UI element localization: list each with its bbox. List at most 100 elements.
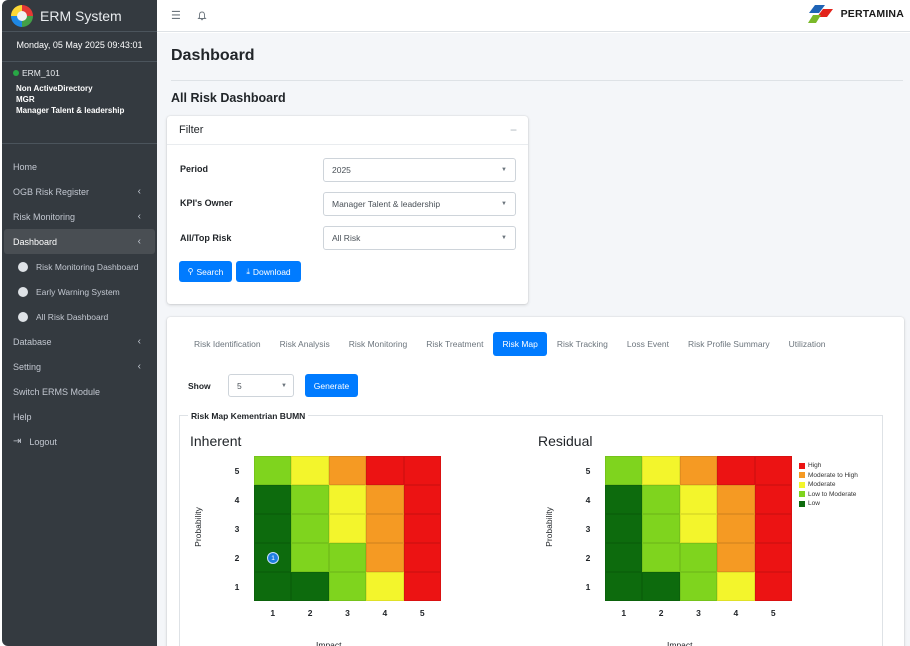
circle-icon xyxy=(18,286,28,297)
sidebar-item-ogb-risk-register[interactable]: OGB Risk Register ‹ xyxy=(4,179,155,204)
heatmap-cell-p2-i2 xyxy=(291,543,329,572)
collapse-minus-icon[interactable]: − xyxy=(509,123,517,137)
tab-risk-map[interactable]: Risk Map xyxy=(493,332,547,356)
title-divider xyxy=(171,80,903,81)
heatmap-cell-p5-i4 xyxy=(717,456,755,485)
tab-risk-analysis[interactable]: Risk Analysis xyxy=(279,339,330,349)
heatmap-cell-p2-i4 xyxy=(366,543,404,572)
sidebar-subitem-early-warning-system[interactable]: Early Warning System xyxy=(4,279,155,304)
filter-card-header: Filter − xyxy=(167,116,528,145)
circle-icon xyxy=(18,311,28,322)
heatmap-cell-p3-i1 xyxy=(605,514,643,543)
heatmap-cell-p4-i4 xyxy=(717,485,755,514)
user-auth-type: Non ActiveDirectory xyxy=(16,84,93,93)
kpi-owner-select[interactable]: Manager Talent & leadership ▼ xyxy=(323,192,516,216)
page-title: Dashboard xyxy=(171,47,255,64)
pertamina-logo-icon xyxy=(807,5,833,23)
risk-map-fieldset-title: Risk Map Kementrian BUMN xyxy=(188,411,309,421)
legend-swatch xyxy=(799,491,805,498)
erm-logo-icon xyxy=(11,4,33,27)
sidebar-item-switch-erms-module[interactable]: Switch ERMS Module xyxy=(4,379,155,404)
y-tick-label: 2 xyxy=(234,552,240,563)
x-tick-label: 5 xyxy=(419,608,425,618)
bell-icon[interactable] xyxy=(197,11,207,21)
chevron-left-icon: ‹ xyxy=(137,361,141,372)
sidebar-item-dashboard[interactable]: Dashboard ‹ xyxy=(4,229,155,254)
sidebar-item-risk-monitoring[interactable]: Risk Monitoring ‹ xyxy=(4,204,155,229)
heatmap-cell-p4-i2 xyxy=(642,485,680,514)
legend-label: Low xyxy=(808,500,820,508)
heatmap-cell-p4-i2 xyxy=(291,485,329,514)
risk-count-marker[interactable]: 1 xyxy=(267,552,279,564)
online-status-icon xyxy=(13,70,19,76)
sidebar-item-label: Switch ERMS Module xyxy=(13,386,101,397)
heatmap-cell-p4-i3 xyxy=(328,485,367,514)
heatmap-cell-p3-i3 xyxy=(679,514,718,543)
generate-button[interactable]: Generate xyxy=(305,374,358,397)
heatmap-cell-p5-i5 xyxy=(403,456,441,485)
user-role: MGR xyxy=(16,95,35,104)
show-count-select[interactable]: 5 ▼ xyxy=(228,374,294,397)
search-button-label: Search xyxy=(196,266,224,277)
sidebar-item-label: Early Warning System xyxy=(36,286,120,297)
sidebar-subitem-risk-monitoring-dashboard[interactable]: Risk Monitoring Dashboard xyxy=(4,254,155,279)
all-top-risk-select[interactable]: All Risk ▼ xyxy=(323,226,516,250)
legend-label: High xyxy=(808,462,822,470)
app-title: ERM System xyxy=(40,7,122,24)
x-tick-label: 4 xyxy=(733,608,739,618)
y-tick-label: 4 xyxy=(585,494,591,505)
heatmap-cell-p3-i2 xyxy=(642,514,680,543)
residual-map-title: Residual xyxy=(538,433,593,449)
filter-card: Filter − Period 2025 ▼ KPI's Owner Manag… xyxy=(167,116,528,304)
legend-label: Moderate to High xyxy=(808,471,858,479)
search-button[interactable]: ⚲ Search xyxy=(179,261,232,282)
x-tick-label: 2 xyxy=(658,608,664,618)
sidebar-item-database[interactable]: Database ‹ xyxy=(4,329,155,354)
heatmap-cell-p2-i1 xyxy=(605,543,643,572)
tab-risk-profile-summary[interactable]: Risk Profile Summary xyxy=(687,339,770,349)
x-tick-label: 2 xyxy=(307,608,313,618)
user-id-row: ERM_101 xyxy=(13,68,157,78)
tab-utilization[interactable]: Utilization xyxy=(788,339,826,349)
tab-risk-identification[interactable]: Risk Identification xyxy=(194,339,261,349)
heatmap-cell-p3-i1 xyxy=(254,514,292,543)
legend-item-moderate-to-high: Moderate to High xyxy=(799,471,858,481)
dashboard-tabs: Risk Identification Risk Analysis Risk M… xyxy=(185,332,836,356)
sidebar: ERM System Monday, 05 May 2025 09:43:01 … xyxy=(2,0,157,646)
x-tick-label: 1 xyxy=(621,608,627,618)
caret-down-icon: ▼ xyxy=(501,235,507,241)
heatmap-cell-p5-i3 xyxy=(679,456,718,485)
sidebar-item-logout[interactable]: ⇥ Logout xyxy=(4,429,155,454)
period-label: Period xyxy=(180,164,209,174)
tab-loss-event[interactable]: Loss Event xyxy=(626,339,669,349)
sidebar-subitem-all-risk-dashboard[interactable]: All Risk Dashboard xyxy=(4,304,155,329)
chevron-left-icon: ‹ xyxy=(137,336,141,347)
hamburger-menu-icon[interactable]: ☰ xyxy=(171,10,181,22)
heatmap-cell-p4-i4 xyxy=(366,485,404,514)
sidebar-brand[interactable]: ERM System xyxy=(2,0,157,32)
legend-swatch xyxy=(799,472,805,479)
tab-risk-tracking[interactable]: Risk Tracking xyxy=(556,339,608,349)
sidebar-item-label: Database xyxy=(13,336,52,347)
legend-item-low: Low xyxy=(799,499,858,509)
heatmap-cell-p1-i4 xyxy=(717,572,755,601)
sidebar-item-help[interactable]: Help xyxy=(4,404,155,429)
sidebar-item-home[interactable]: Home xyxy=(4,154,155,179)
chevron-left-icon: ‹ xyxy=(137,211,141,222)
heatmap-cell-p4-i1 xyxy=(605,485,643,514)
pertamina-brand: PERTAMINA xyxy=(807,3,904,25)
heatmap-cell-p3-i4 xyxy=(717,514,755,543)
heatmap-cell-p4-i3 xyxy=(679,485,718,514)
inherent-map-title: Inherent xyxy=(190,433,242,449)
kpi-owner-select-value: Manager Talent & leadership xyxy=(332,199,441,209)
sidebar-item-label: Home xyxy=(13,161,38,172)
y-tick-label: 1 xyxy=(585,581,591,592)
download-button[interactable]: ⤓ Download xyxy=(236,261,301,282)
risk-map-fieldset xyxy=(179,415,883,646)
tab-risk-treatment[interactable]: Risk Treatment xyxy=(426,339,484,349)
period-select[interactable]: 2025 ▼ xyxy=(323,158,516,182)
tab-risk-monitoring[interactable]: Risk Monitoring xyxy=(348,339,408,349)
sidebar-item-setting[interactable]: Setting ‹ xyxy=(4,354,155,379)
heatmap-cell-p2-i5 xyxy=(403,543,441,572)
